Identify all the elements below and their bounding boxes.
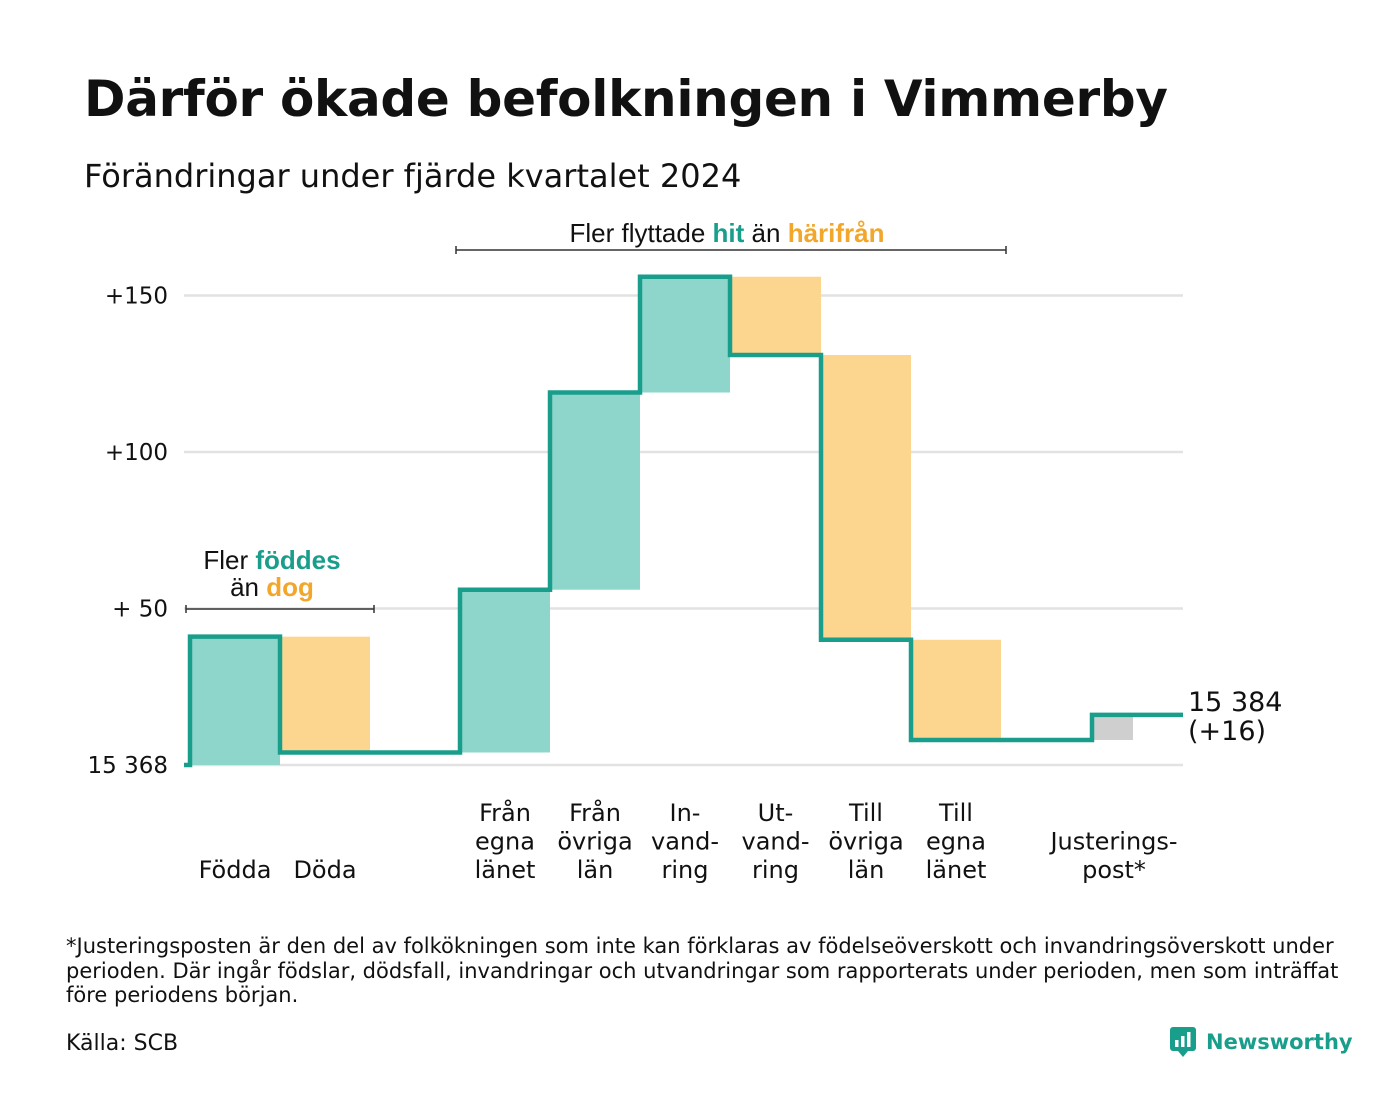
bar-in xyxy=(460,589,550,753)
x-category-label: vand- xyxy=(651,828,719,856)
x-category-label: egna xyxy=(926,828,986,856)
bar-in xyxy=(640,276,730,393)
newsworthy-logo: Newsworthy xyxy=(1170,1027,1353,1057)
bar-out xyxy=(730,276,821,355)
y-tick-label: +100 xyxy=(105,440,168,466)
bar-out xyxy=(280,636,370,753)
x-category-label: post* xyxy=(1082,856,1146,884)
y-tick-label: +150 xyxy=(105,284,168,310)
x-category-label: Till xyxy=(848,799,883,827)
y-tick-label: + 50 xyxy=(112,597,168,623)
end-change-label: (+16) xyxy=(1188,716,1266,747)
x-category-label: In- xyxy=(670,799,701,827)
end-total-label: 15 384 xyxy=(1188,687,1282,718)
x-category-label: länet xyxy=(475,856,536,884)
x-category-label: ring xyxy=(662,856,709,884)
births-annotation-line1-part: föddes xyxy=(255,545,340,575)
migration-annotation-part: hit xyxy=(713,218,745,248)
x-category-label: Döda xyxy=(293,856,356,884)
bar-out xyxy=(911,639,1001,740)
births-annotation-line1-part: Fler xyxy=(203,545,255,575)
migration-annotation-part: härifrån xyxy=(788,218,885,248)
x-category-label: Från xyxy=(569,798,621,827)
bar-in xyxy=(550,392,640,590)
births-annotation-line2-part: dog xyxy=(266,572,314,602)
x-category-label: Ut- xyxy=(758,799,794,827)
x-category-label: Till xyxy=(938,799,973,827)
x-category-label: Justerings- xyxy=(1048,828,1177,856)
x-category-label: länet xyxy=(926,856,987,884)
x-category-label: län xyxy=(577,856,614,884)
x-category-label: egna xyxy=(475,828,535,856)
x-category-label: Från xyxy=(479,798,531,827)
cumulative-step-line xyxy=(184,274,1183,768)
source-label: Källa: SCB xyxy=(66,1031,179,1056)
births-annotation-line1: Fler föddes xyxy=(203,545,340,575)
newsworthy-logo-icon xyxy=(1170,1027,1196,1057)
x-category-label: övriga xyxy=(557,828,632,856)
y-tick-label: 15 368 xyxy=(88,753,168,779)
chart-title: Därför ökade befolkningen i Vimmerby xyxy=(84,70,1168,128)
bar-out xyxy=(821,354,911,640)
chart-subtitle: Förändringar under fjärde kvartalet 2024 xyxy=(84,157,742,195)
births-annotation-line2-part: än xyxy=(230,572,266,602)
newsworthy-logo-text: Newsworthy xyxy=(1206,1030,1353,1054)
x-category-label: ring xyxy=(752,856,799,884)
migration-annotation-part: än xyxy=(744,218,787,248)
x-category-label: län xyxy=(848,856,885,884)
bar-adjustment xyxy=(1092,714,1133,740)
x-category-label: övriga xyxy=(828,828,903,856)
x-category-label: Födda xyxy=(199,856,272,884)
migration-annotation: Fler flyttade hit än härifrån xyxy=(569,218,884,248)
migration-annotation-part: Fler flyttade xyxy=(569,218,712,248)
births-annotation-line2: än dog xyxy=(230,572,314,602)
footnote: *Justeringsposten är den del av folkökni… xyxy=(66,934,1339,1007)
x-category-label: vand- xyxy=(741,828,809,856)
bar-in xyxy=(190,636,280,765)
